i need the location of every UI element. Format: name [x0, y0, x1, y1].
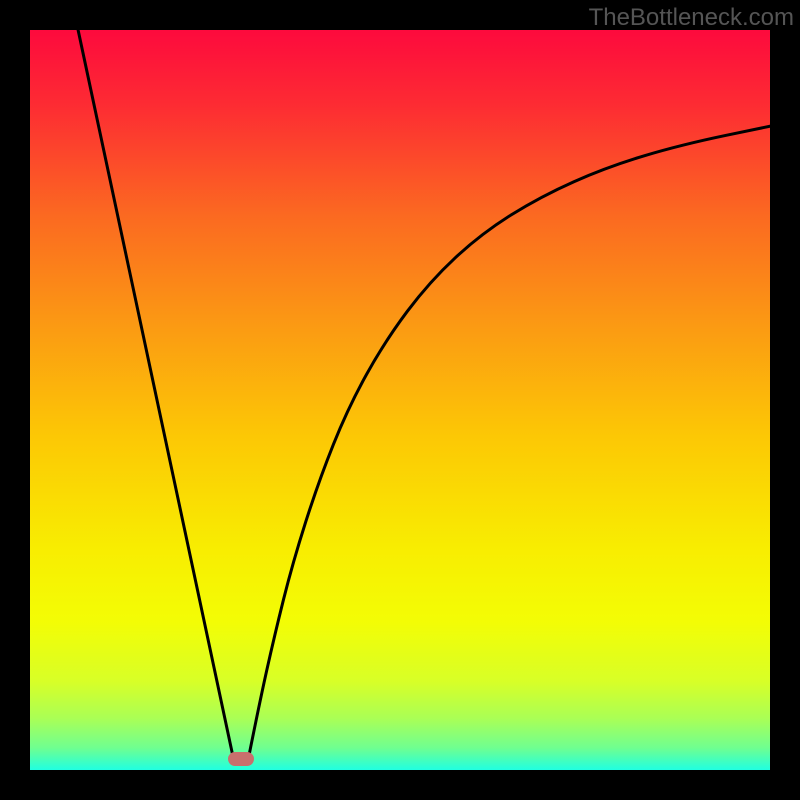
curve-layer [30, 30, 770, 770]
watermark-text: TheBottleneck.com [589, 4, 794, 32]
plot-area [30, 30, 770, 770]
minimum-marker [228, 752, 254, 766]
